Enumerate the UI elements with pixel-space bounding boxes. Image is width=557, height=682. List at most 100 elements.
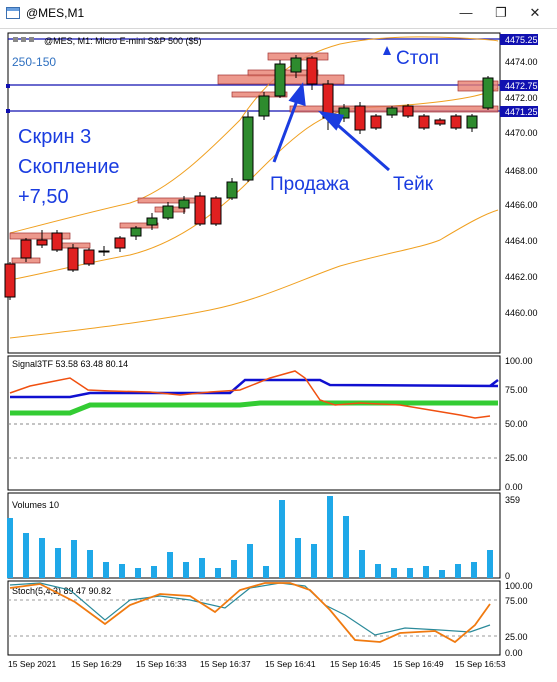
candle-body[interactable]: [51, 232, 63, 251]
candle-body[interactable]: [466, 115, 478, 129]
stoch-level: 0.00: [505, 648, 523, 658]
volume-bar[interactable]: [263, 566, 269, 578]
candle-body[interactable]: [306, 57, 318, 85]
candle-body[interactable]: [83, 249, 95, 265]
lower-band: [9, 209, 499, 339]
volume-bars[interactable]: [7, 496, 493, 578]
take-arrow-icon: [332, 119, 390, 172]
price-label: 4471.25: [505, 107, 538, 117]
volume-bar[interactable]: [71, 540, 77, 578]
volume-bar[interactable]: [455, 564, 461, 578]
volume-bar[interactable]: [55, 548, 61, 578]
volume-bar[interactable]: [487, 550, 493, 578]
candle-body[interactable]: [290, 57, 302, 73]
minimize-button[interactable]: —: [459, 5, 473, 20]
candlesticks[interactable]: [4, 55, 494, 300]
time-label: 15 Sep 16:37: [200, 659, 251, 669]
volume-bar[interactable]: [7, 518, 13, 578]
candle-body[interactable]: [36, 239, 48, 246]
candle-body[interactable]: [242, 116, 254, 181]
volume-bar[interactable]: [391, 568, 397, 578]
signal-line-blue: [10, 378, 499, 399]
annotation-screen: Скрин 3: [18, 126, 91, 148]
volume-bar[interactable]: [439, 570, 445, 578]
price-label: 4462.00: [505, 272, 538, 282]
candle-body[interactable]: [354, 105, 366, 131]
volume-bar[interactable]: [119, 564, 125, 578]
candle-body[interactable]: [482, 77, 494, 109]
annotation-take: Тейк: [393, 174, 434, 195]
candle-body[interactable]: [194, 195, 206, 225]
volume-bar[interactable]: [311, 544, 317, 578]
volume-bar[interactable]: [167, 552, 173, 578]
price-panel[interactable]: [7, 32, 501, 354]
time-label: 15 Sep 16:49: [393, 659, 444, 669]
stoch-panel[interactable]: [7, 580, 501, 656]
volume-bar[interactable]: [375, 564, 381, 578]
price-label: 4475.25: [505, 35, 538, 45]
chart-area[interactable]: 4475.25 4474.00 4472.75 4472.00 4471.25 …: [0, 28, 557, 682]
volume-bar[interactable]: [279, 500, 285, 578]
price-axis: 4475.25 4474.00 4472.75 4472.00 4471.25 …: [500, 34, 538, 318]
annotation-sell: Продажа: [270, 174, 350, 195]
window-titlebar: @MES,M1 — ❐ ✕: [0, 0, 557, 29]
zone-box: [457, 80, 499, 92]
stop-arrow-icon: [383, 46, 391, 55]
candle-body[interactable]: [67, 247, 79, 271]
volume-bar[interactable]: [23, 533, 29, 578]
candle-body[interactable]: [178, 199, 190, 209]
candle-body[interactable]: [338, 107, 350, 119]
volume-bar[interactable]: [471, 562, 477, 578]
volume-bar[interactable]: [407, 568, 413, 578]
candle-body[interactable]: [162, 205, 174, 219]
volume-bar[interactable]: [295, 538, 301, 578]
price-label: 4464.00: [505, 236, 538, 246]
candle-body[interactable]: [258, 95, 270, 117]
volume-bar[interactable]: [199, 558, 205, 578]
sell-arrowhead-icon: [288, 82, 306, 107]
candle-body[interactable]: [274, 63, 286, 97]
window-title: @MES,M1: [26, 6, 85, 20]
close-button[interactable]: ✕: [529, 5, 541, 20]
price-label: 4470.00: [505, 128, 538, 138]
volume-bar[interactable]: [359, 550, 365, 578]
candle-body[interactable]: [434, 119, 446, 125]
candle-body[interactable]: [4, 263, 16, 298]
candle-body[interactable]: [114, 237, 126, 249]
volume-bar[interactable]: [343, 516, 349, 578]
volume-header: Volumes 10: [12, 500, 59, 510]
price-label: 4472.75: [505, 81, 538, 91]
symbol-header: @MES, M1: Micro E-mini S&P 500 ($5): [44, 36, 202, 46]
signal-axis: 100.00 75.00 50.00 25.00 0.00: [505, 356, 533, 492]
volume-bar[interactable]: [215, 568, 221, 578]
candle-body[interactable]: [20, 239, 32, 259]
volume-bar[interactable]: [151, 566, 157, 578]
volume-bar[interactable]: [39, 538, 45, 578]
price-label: 4474.00: [505, 57, 538, 67]
stoch-axis: 100.00 75.00 25.00 0.00: [505, 581, 533, 658]
annotations: Скрин 3 Скопление +7,50 Стоп Продажа Тей…: [18, 48, 439, 208]
candle-body[interactable]: [370, 115, 382, 129]
volume-bar[interactable]: [183, 562, 189, 578]
candle-body[interactable]: [226, 181, 238, 199]
candle-body[interactable]: [386, 107, 398, 116]
candle-body[interactable]: [146, 217, 158, 226]
candle-body[interactable]: [450, 115, 462, 129]
candle-body[interactable]: [402, 105, 414, 117]
candle-body[interactable]: [130, 227, 142, 237]
candle-body[interactable]: [98, 250, 110, 253]
time-label: 15 Sep 16:41: [265, 659, 316, 669]
volume-bar[interactable]: [135, 568, 141, 578]
volume-bar[interactable]: [87, 550, 93, 578]
indicator-label: 250-150: [12, 55, 56, 69]
signal-panel[interactable]: [7, 355, 501, 491]
candle-body[interactable]: [418, 115, 430, 129]
volume-bar[interactable]: [231, 560, 237, 578]
volume-panel[interactable]: [7, 492, 501, 579]
volume-bar[interactable]: [103, 562, 109, 578]
volume-bar[interactable]: [247, 544, 253, 578]
volume-bar[interactable]: [327, 496, 333, 578]
volume-bar[interactable]: [423, 566, 429, 578]
restore-button[interactable]: ❐: [495, 5, 507, 20]
candle-body[interactable]: [210, 197, 222, 225]
